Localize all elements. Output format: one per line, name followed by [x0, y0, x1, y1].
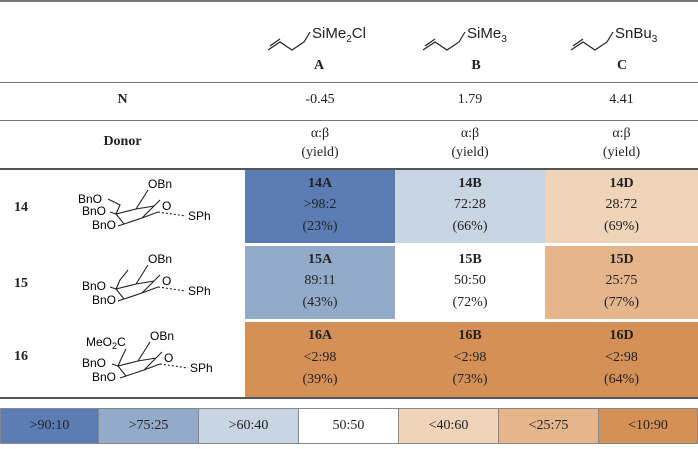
donor-structure-15: BnO BnO OBn O SPh [82, 252, 211, 307]
allyl-icon [570, 31, 614, 51]
ratio-label-B: α:β [460, 126, 480, 141]
svg-text:BnO: BnO [82, 356, 106, 370]
reagent-formula: SiMe2Cl [312, 25, 366, 45]
reagent-header-A: SiMe2Cl A [250, 8, 400, 80]
yield-label-A: (yield) [301, 145, 339, 160]
donor-id: 16 [14, 349, 28, 364]
legend-swatch: 50:50 [299, 409, 399, 443]
svg-text:BnO: BnO [92, 293, 116, 307]
reagent-header-C: SnBu3 C [553, 8, 693, 80]
n-value-B: 1.79 [457, 92, 483, 107]
n-rule [0, 120, 698, 121]
donor-structure-14: BnO BnO BnO OBn O SPh [78, 177, 211, 232]
svg-text:BnO: BnO [82, 204, 106, 218]
reagent-formula: SnBu3 [615, 25, 658, 45]
donor-id: 15 [14, 276, 28, 291]
svg-text:O: O [164, 351, 173, 365]
legend-swatch: <40:60 [399, 409, 499, 443]
svg-text:O: O [162, 274, 171, 288]
svg-text:SPh: SPh [188, 284, 211, 298]
n-value-A: -0.45 [305, 92, 335, 107]
header-rule [0, 82, 698, 83]
svg-text:BnO: BnO [78, 192, 102, 206]
donor-structure-16: MeO2C BnO BnO OBn O SPh [82, 329, 213, 384]
svg-text:MeO2C: MeO2C [86, 335, 126, 351]
row-label-n: N [117, 92, 128, 107]
svg-text:OBn: OBn [148, 177, 172, 191]
reagent-letter: A [313, 58, 325, 73]
svg-text:BnO: BnO [82, 279, 106, 293]
result-cell-16A: 16A <2:98 (39%) [245, 322, 395, 397]
result-cell-15A: 15A 89:11 (43%) [245, 246, 395, 319]
donor-id: 14 [14, 200, 28, 215]
table-body-rule [0, 168, 698, 170]
ratio-label-C: α:β [612, 126, 631, 141]
result-cell-16D: 16D <2:98 (64%) [545, 322, 698, 397]
n-value-C: 4.41 [609, 92, 634, 107]
result-cell-14B: 14B 72:28 (66%) [395, 170, 545, 243]
result-cell-14D: 14D 28:72 (69%) [545, 170, 698, 243]
reagent-header-B: SiMe3 B [405, 8, 545, 80]
row-label-donor: Donor [103, 134, 142, 149]
reagent-letter: C [616, 58, 628, 73]
svg-text:SPh: SPh [190, 361, 213, 375]
svg-text:OBn: OBn [150, 329, 174, 343]
yield-label-B: (yield) [451, 145, 489, 160]
bottom-rule [0, 397, 698, 399]
legend-swatch: >60:40 [199, 409, 299, 443]
legend-swatch: <10:90 [599, 409, 697, 443]
result-cell-14A: 14A >98:2 (23%) [245, 170, 395, 243]
svg-text:BnO: BnO [92, 370, 116, 384]
svg-text:SPh: SPh [188, 209, 211, 223]
legend-swatch: <25:75 [499, 409, 599, 443]
top-rule [0, 0, 698, 2]
svg-text:OBn: OBn [148, 252, 172, 266]
legend-swatch: >90:10 [1, 409, 99, 443]
reagent-formula: SiMe3 [467, 25, 507, 45]
svg-text:O: O [162, 199, 171, 213]
svg-text:BnO: BnO [92, 218, 116, 232]
result-cell-15D: 15D 25:75 (77%) [545, 246, 698, 319]
result-cell-16B: 16B <2:98 (73%) [395, 322, 545, 397]
reagent-letter: B [471, 58, 481, 73]
yield-label-C: (yield) [602, 145, 641, 160]
ratio-label-A: α:β [310, 126, 330, 141]
allyl-icon [422, 31, 466, 51]
allyl-icon [267, 31, 311, 51]
legend-swatch: >75:25 [99, 409, 199, 443]
result-cell-15B: 15B 50:50 (72%) [395, 246, 545, 319]
